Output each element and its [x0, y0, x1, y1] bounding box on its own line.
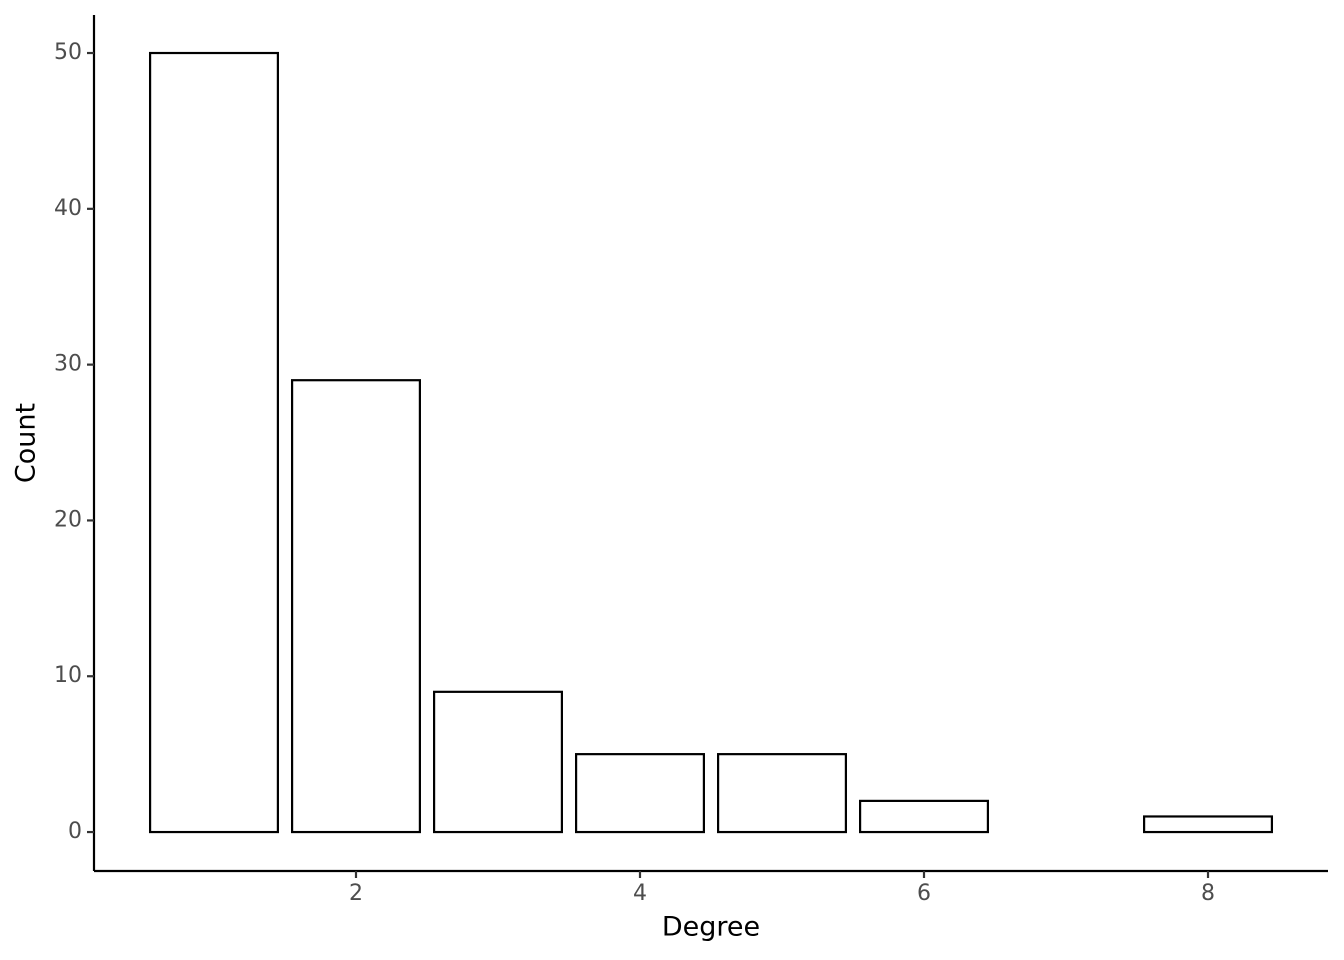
bar	[148, 51, 279, 834]
bar	[290, 379, 421, 834]
y-tick-label: 30	[54, 352, 82, 377]
y-tick-label: 50	[54, 40, 82, 65]
bar	[1143, 815, 1274, 834]
y-tick-label: 0	[68, 819, 82, 844]
bar	[717, 753, 848, 834]
bar	[432, 690, 563, 834]
y-tick-label: 40	[54, 196, 82, 221]
y-axis-title: Count	[11, 403, 42, 483]
y-tick-label: 20	[54, 507, 82, 532]
x-tick-label: 6	[917, 881, 931, 906]
x-tick-label: 2	[349, 881, 363, 906]
y-tick-label: 10	[54, 663, 82, 688]
x-tick-label: 8	[1201, 881, 1215, 906]
bar	[574, 753, 705, 834]
x-axis-title: Degree	[662, 912, 760, 943]
bar	[859, 799, 990, 834]
x-tick-label: 4	[633, 881, 647, 906]
